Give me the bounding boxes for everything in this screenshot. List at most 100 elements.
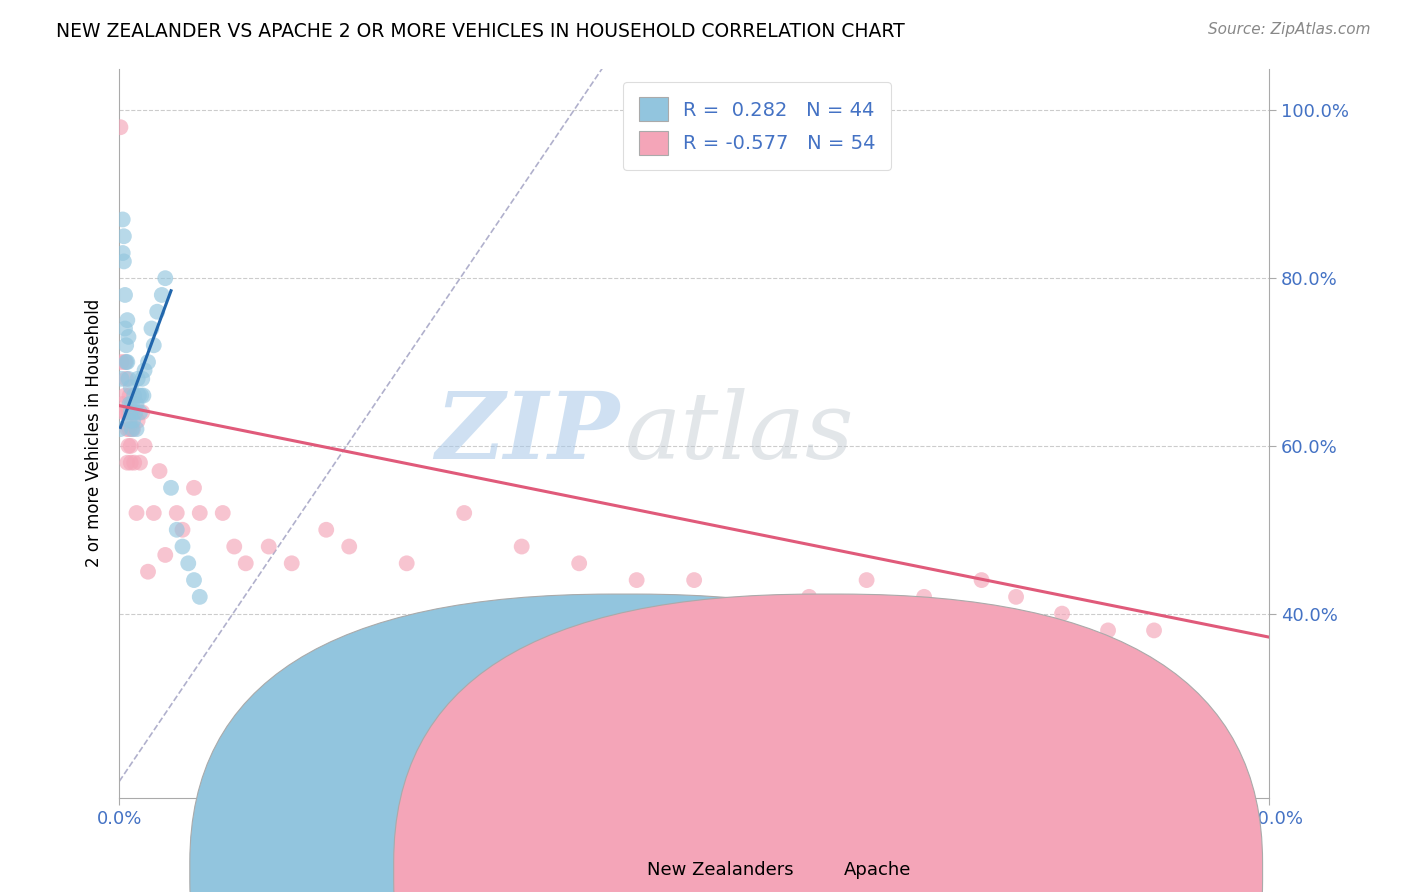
Point bbox=[110, 372, 132, 386]
Point bbox=[172, 523, 194, 537]
Point bbox=[510, 540, 533, 554]
Text: Source: ZipAtlas.com: Source: ZipAtlas.com bbox=[1208, 22, 1371, 37]
Point bbox=[122, 422, 145, 436]
Point bbox=[160, 481, 183, 495]
Point bbox=[172, 540, 194, 554]
Point bbox=[112, 405, 135, 419]
Point bbox=[127, 414, 149, 428]
Point bbox=[111, 246, 134, 260]
Point bbox=[970, 573, 993, 587]
Text: NEW ZEALANDER VS APACHE 2 OR MORE VEHICLES IN HOUSEHOLD CORRELATION CHART: NEW ZEALANDER VS APACHE 2 OR MORE VEHICL… bbox=[56, 22, 905, 41]
Point bbox=[188, 590, 211, 604]
Point bbox=[115, 338, 138, 352]
Point bbox=[129, 405, 152, 419]
Y-axis label: 2 or more Vehicles in Household: 2 or more Vehicles in Household bbox=[86, 299, 103, 567]
Point bbox=[114, 388, 136, 402]
Point bbox=[568, 557, 591, 571]
Point bbox=[155, 548, 177, 562]
Point bbox=[395, 557, 418, 571]
Point bbox=[683, 573, 706, 587]
Point bbox=[1050, 607, 1073, 621]
Point bbox=[855, 573, 877, 587]
Point bbox=[114, 355, 136, 369]
Point bbox=[183, 481, 205, 495]
Point bbox=[257, 540, 280, 554]
Point bbox=[117, 456, 139, 470]
Point bbox=[134, 363, 156, 377]
Point bbox=[117, 439, 139, 453]
Point bbox=[453, 506, 475, 520]
Point bbox=[142, 338, 165, 352]
Point bbox=[117, 355, 139, 369]
Point bbox=[117, 330, 139, 344]
Point bbox=[121, 397, 143, 411]
Point bbox=[117, 313, 139, 327]
Point bbox=[142, 506, 165, 520]
Point bbox=[136, 565, 159, 579]
Point bbox=[131, 372, 153, 386]
Point bbox=[111, 397, 134, 411]
Point bbox=[115, 372, 138, 386]
Point bbox=[235, 557, 257, 571]
Point bbox=[121, 405, 143, 419]
Point bbox=[125, 422, 148, 436]
Point bbox=[1201, 724, 1223, 739]
Point bbox=[224, 540, 246, 554]
Point bbox=[117, 372, 139, 386]
Point bbox=[114, 288, 136, 302]
Point bbox=[111, 212, 134, 227]
Point bbox=[122, 414, 145, 428]
Point bbox=[120, 380, 142, 394]
Point bbox=[315, 523, 337, 537]
Point bbox=[124, 405, 146, 419]
Legend: R =  0.282   N = 44, R = -0.577   N = 54: R = 0.282 N = 44, R = -0.577 N = 54 bbox=[623, 82, 891, 170]
Point bbox=[117, 405, 139, 419]
Point bbox=[177, 557, 200, 571]
Point bbox=[112, 229, 135, 244]
Point bbox=[125, 397, 148, 411]
Point bbox=[127, 372, 149, 386]
Point bbox=[188, 506, 211, 520]
Point bbox=[112, 254, 135, 268]
Point bbox=[122, 388, 145, 402]
Point bbox=[115, 355, 138, 369]
Point bbox=[125, 506, 148, 520]
Point bbox=[797, 590, 820, 604]
Point bbox=[337, 540, 360, 554]
Point bbox=[117, 422, 139, 436]
Point bbox=[183, 573, 205, 587]
Point bbox=[120, 405, 142, 419]
Point bbox=[118, 397, 141, 411]
Point bbox=[148, 464, 170, 478]
Point bbox=[912, 590, 935, 604]
Point bbox=[136, 355, 159, 369]
Point bbox=[114, 321, 136, 335]
Point bbox=[129, 456, 152, 470]
Text: New Zealanders: New Zealanders bbox=[647, 861, 793, 879]
Point bbox=[166, 523, 188, 537]
Point bbox=[128, 388, 150, 402]
Point bbox=[132, 388, 155, 402]
Point bbox=[131, 405, 153, 419]
Point bbox=[121, 422, 143, 436]
Point bbox=[134, 439, 156, 453]
Point bbox=[110, 355, 132, 369]
Point bbox=[122, 456, 145, 470]
Point bbox=[150, 288, 173, 302]
Point bbox=[110, 120, 132, 135]
Text: Apache: Apache bbox=[844, 861, 911, 879]
Point bbox=[129, 388, 152, 402]
Point bbox=[166, 506, 188, 520]
Text: ZIP: ZIP bbox=[436, 388, 620, 478]
Point bbox=[141, 321, 163, 335]
Point bbox=[1005, 590, 1028, 604]
Point bbox=[155, 271, 177, 285]
Point bbox=[110, 422, 132, 436]
Point bbox=[120, 439, 142, 453]
Point bbox=[118, 388, 141, 402]
Point bbox=[280, 557, 302, 571]
Point bbox=[118, 422, 141, 436]
Point bbox=[146, 304, 169, 318]
Point bbox=[118, 414, 141, 428]
Point bbox=[1097, 624, 1119, 638]
